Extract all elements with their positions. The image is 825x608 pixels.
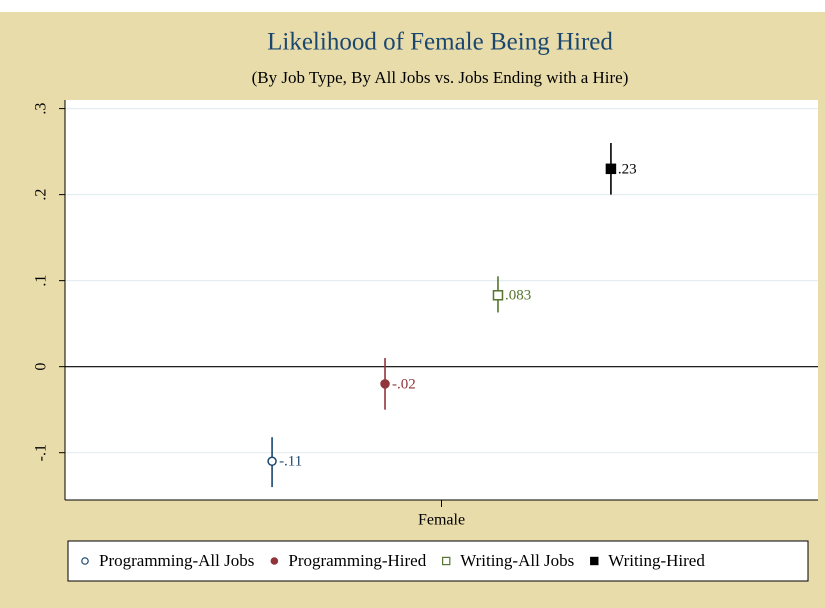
legend-marker xyxy=(590,556,599,566)
y-tick-label: .3 xyxy=(33,103,50,115)
y-tick-label: .2 xyxy=(33,189,50,201)
value-label: .083 xyxy=(505,288,531,304)
legend-label: Writing-Hired xyxy=(608,551,705,570)
value-label: -.11 xyxy=(279,454,302,470)
legend-label: Programming-Hired xyxy=(288,551,426,570)
legend-label: Programming-All Jobs xyxy=(99,551,254,570)
value-label: .23 xyxy=(618,161,637,177)
legend-box xyxy=(67,540,809,582)
legend-marker xyxy=(81,557,89,565)
chart-title: Likelihood of Female Being Hired xyxy=(267,29,613,56)
legend-marker xyxy=(442,556,451,566)
x-tick-label: Female xyxy=(418,512,465,529)
top-strip xyxy=(0,0,825,12)
y-tick-label: -.1 xyxy=(33,444,50,461)
chart-subtitle: (By Job Type, By All Jobs vs. Jobs Endin… xyxy=(252,68,629,87)
y-tick-label: 0 xyxy=(33,363,50,371)
plot-area xyxy=(65,100,818,500)
marker xyxy=(492,290,504,301)
value-label: -.02 xyxy=(392,376,416,392)
marker xyxy=(605,163,617,175)
y-tick-label: .1 xyxy=(33,275,50,287)
legend-marker xyxy=(270,557,279,565)
legend-label: Writing-All Jobs xyxy=(460,551,574,570)
marker xyxy=(380,379,390,389)
marker xyxy=(267,456,277,467)
